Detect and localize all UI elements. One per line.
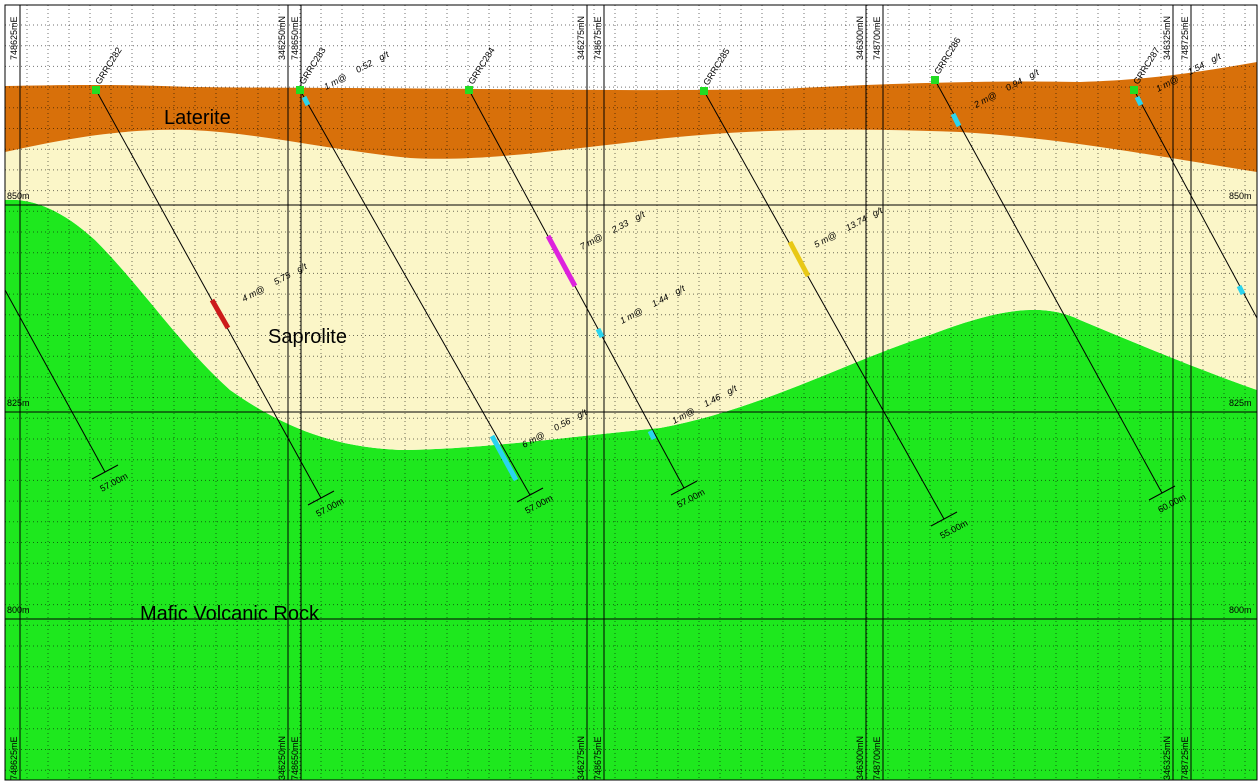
drill-trace [934, 79, 1163, 494]
bottom-coord: 346275mN [576, 736, 586, 780]
hole-end-tick [1148, 485, 1176, 501]
collar [931, 76, 939, 84]
top-coord: 346250mN [277, 16, 287, 60]
hole-end-tick [91, 464, 119, 480]
top-coord: 748675mE [593, 16, 603, 60]
intercept-bar [950, 112, 962, 128]
intercept-unit: g/t [673, 283, 687, 297]
mafic-volcanic-unit [5, 199, 1257, 781]
collar [465, 86, 473, 94]
bottom-coordinates: 748625mE 346250mN 748650mE 346275mN 7486… [9, 736, 1190, 780]
collar [1130, 86, 1138, 94]
drill-trace [1133, 89, 1258, 319]
intercept-unit: g/t [377, 49, 391, 63]
intercept-bar [1134, 95, 1144, 107]
hole-end-tick [670, 480, 698, 496]
intercept-unit: g/t [871, 205, 885, 219]
elev-800-right: 800m [1229, 605, 1252, 615]
drill-trace [95, 89, 322, 499]
intercept-bar [545, 234, 578, 288]
laterite-label: Laterite [164, 107, 231, 129]
bottom-coord: 346300mN [855, 736, 865, 780]
hole-end-tick [930, 511, 958, 527]
hole-end-tick [516, 487, 544, 503]
intercept-bar [787, 240, 811, 278]
collar [92, 86, 100, 94]
bottom-coord: 748675mE [593, 736, 603, 780]
top-coord: 748625mE [9, 16, 19, 60]
bottom-coord: 346250mN [277, 736, 287, 780]
elev-800-left: 800m [7, 605, 30, 615]
intercept-unit: g/t [633, 209, 647, 223]
elev-850-left: 850m [7, 191, 30, 201]
saprolite-label: Saprolite [268, 326, 347, 348]
elev-825-left: 825m [7, 398, 30, 408]
bottom-coord: 748700mE [872, 736, 882, 780]
top-coord: 346300mN [855, 16, 865, 60]
hole-end-tick [307, 490, 335, 506]
intercept-bar [647, 429, 657, 441]
intercept-unit: g/t [295, 261, 309, 275]
grid [5, 5, 1257, 780]
top-coord: 748700mE [872, 16, 882, 60]
drill-trace [299, 89, 531, 496]
elev-850-right: 850m [1229, 191, 1252, 201]
intercept-bar [1236, 284, 1246, 296]
collar [296, 86, 304, 94]
drill-trace [4, 289, 106, 473]
intercept-unit: g/t [725, 383, 739, 397]
drill-trace [703, 90, 945, 520]
elev-825-right: 825m [1229, 398, 1252, 408]
intercept-bar [595, 327, 605, 339]
intercept-unit: g/t [575, 407, 589, 421]
intercept-bar [301, 95, 311, 107]
intercept-unit: g/t [1027, 67, 1041, 81]
bottom-coord: 346325mN [1162, 736, 1172, 780]
top-coord: 346275mN [576, 16, 586, 60]
top-coordinates: 748625mE 346250mN 748650mE 346275mN 7486… [9, 16, 1190, 60]
saprolite-unit [5, 129, 1257, 450]
bottom-coord: 748650mE [290, 736, 300, 780]
top-coord: 748650mE [290, 16, 300, 60]
mafic-label: Mafic Volcanic Rock [140, 603, 320, 625]
top-coord: 346325mN [1162, 16, 1172, 60]
collar [700, 87, 708, 95]
bottom-coord: 748725mE [1180, 736, 1190, 780]
intercept-bar [209, 298, 231, 330]
grid-major-lines [5, 5, 1257, 780]
bottom-coord: 748625mE [9, 736, 19, 780]
frame [4, 4, 1258, 781]
laterite-unit [5, 62, 1257, 172]
drill-trace [468, 89, 685, 489]
intercept-unit: g/t [1209, 51, 1223, 65]
intercept-bar [489, 434, 519, 482]
top-coord: 748725mE [1180, 16, 1190, 60]
